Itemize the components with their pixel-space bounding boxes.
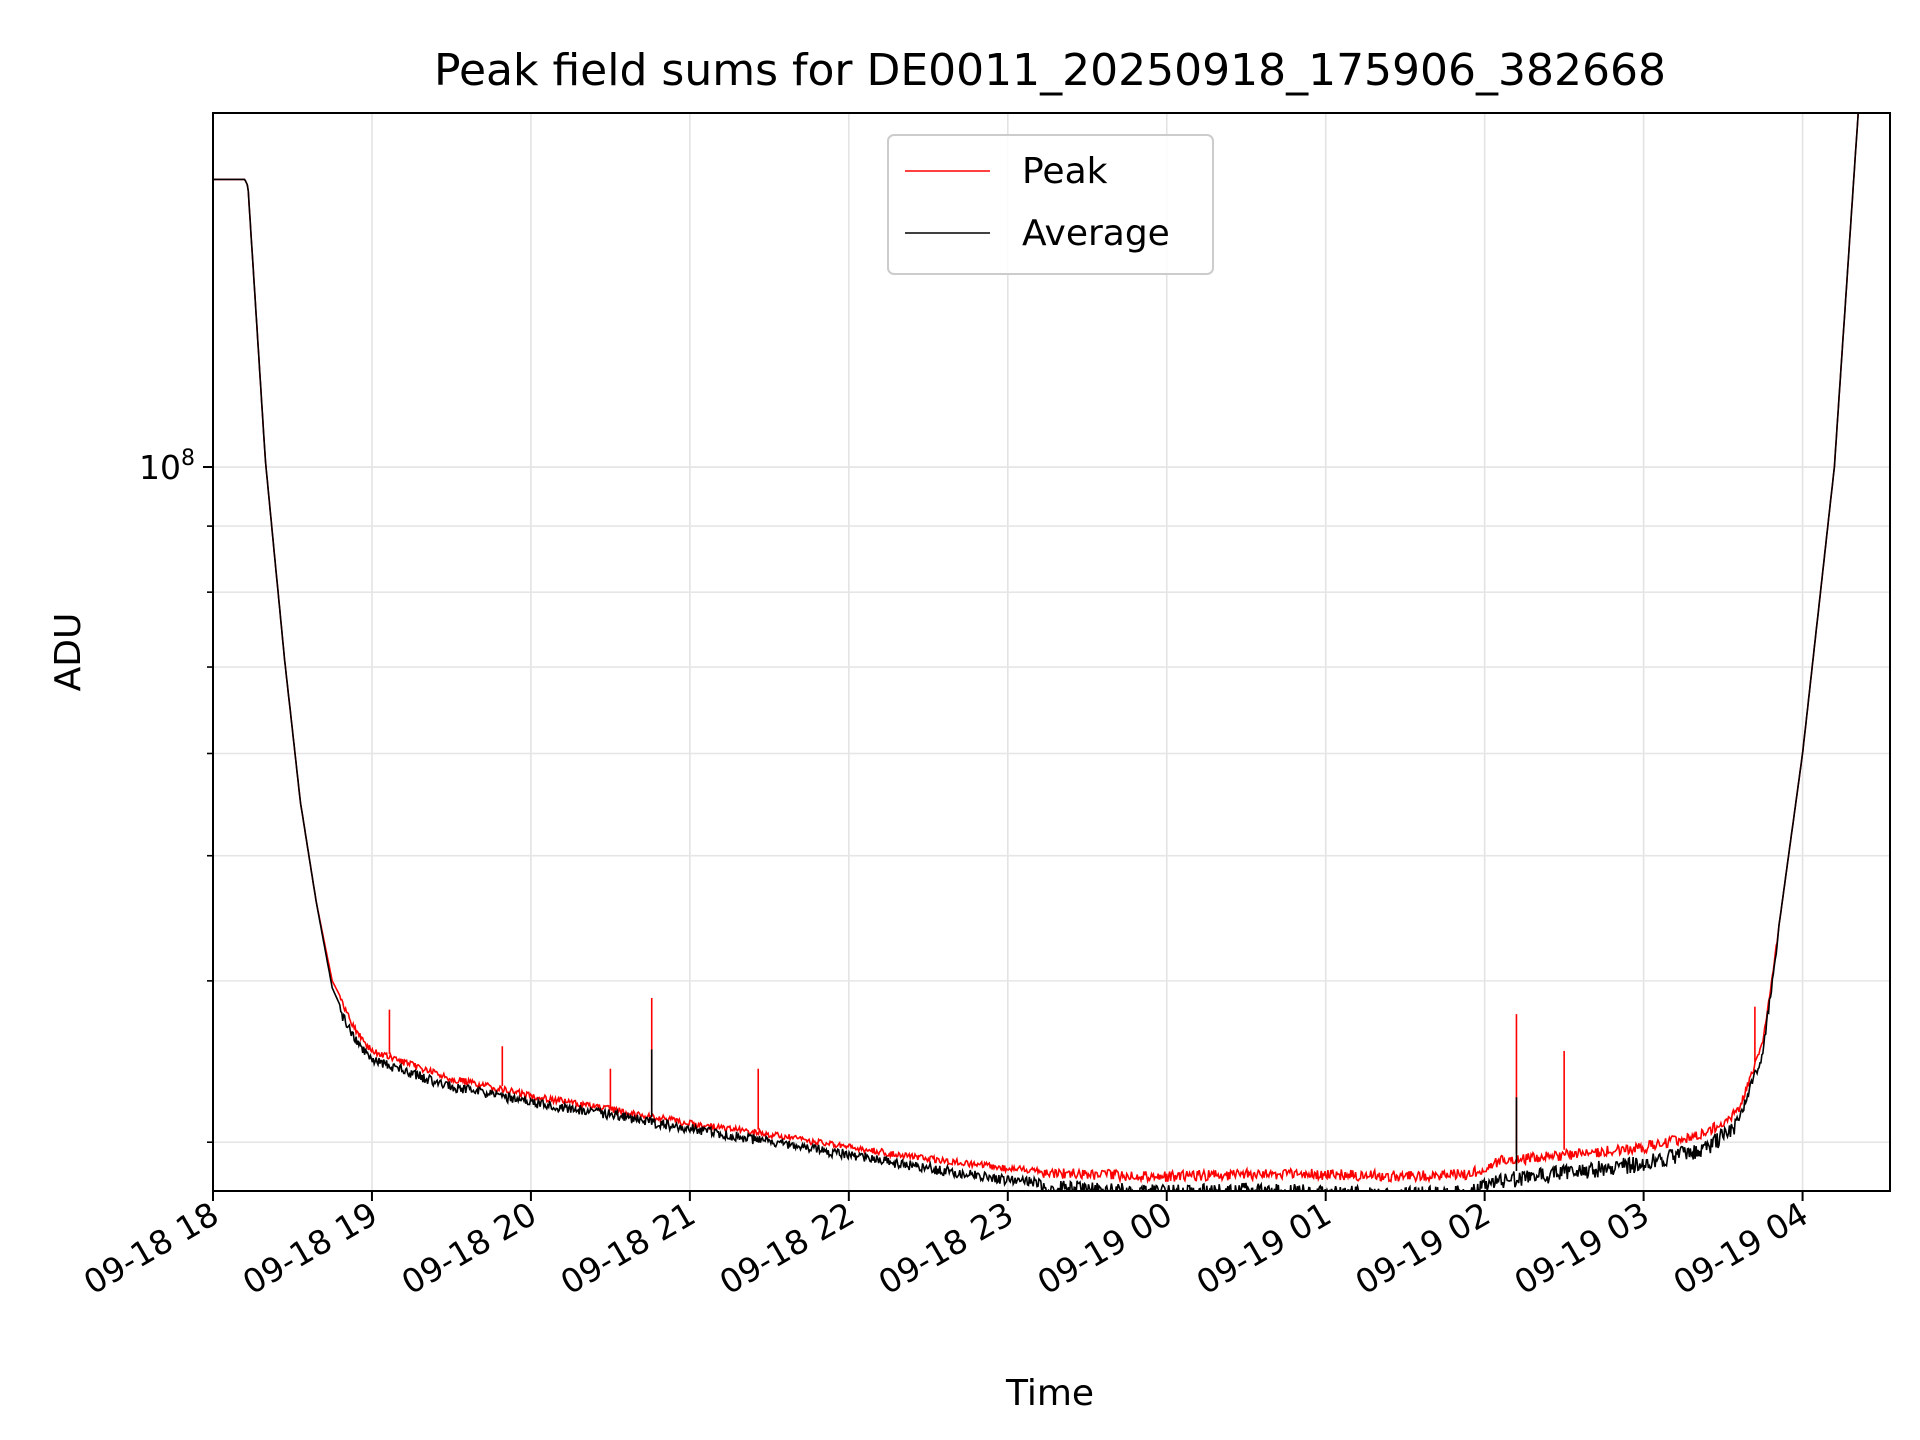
plot-area bbox=[213, 113, 1890, 1191]
x-axis-label: Time bbox=[1005, 1373, 1094, 1414]
legend-box bbox=[887, 134, 1214, 275]
plot-frame bbox=[212, 112, 1891, 1192]
legend: Peak Average bbox=[887, 134, 1214, 275]
average-series-line bbox=[213, 113, 1859, 1191]
y-tick-label: 108 bbox=[139, 446, 195, 487]
y-axis-label: ADU bbox=[48, 613, 89, 692]
chart-title: Peak field sums for DE0011_20250918_1759… bbox=[434, 45, 1666, 96]
legend-peak-label: Peak bbox=[1022, 151, 1108, 192]
grid-lines bbox=[212, 113, 1890, 1191]
peak-series-line bbox=[213, 113, 1859, 1185]
legend-average-label: Average bbox=[1022, 213, 1170, 254]
